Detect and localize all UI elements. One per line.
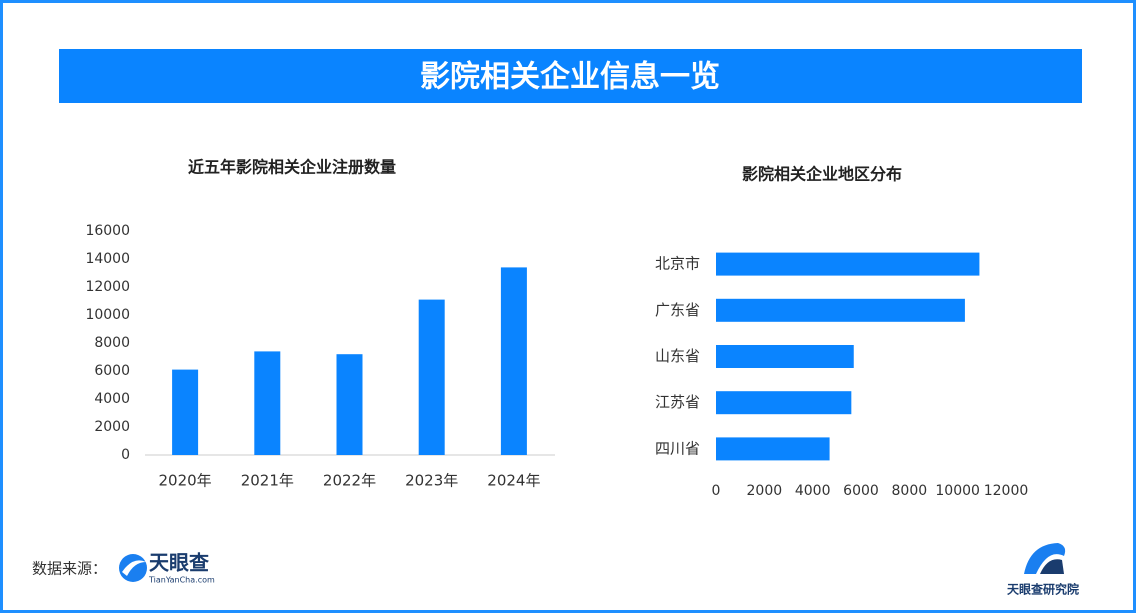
y-tick-label: 4000 xyxy=(94,391,130,407)
bar xyxy=(716,252,980,276)
chart-title: 影院相关企业地区分布 xyxy=(742,165,902,184)
source-label: 数据来源： xyxy=(32,560,107,578)
y-tick-label: 北京市 xyxy=(655,255,700,273)
x-tick-label: 2023年 xyxy=(405,472,458,490)
bar xyxy=(716,298,965,322)
x-tick-label: 10000 xyxy=(935,483,980,499)
bar xyxy=(716,437,830,461)
y-tick-label: 8000 xyxy=(94,335,130,351)
y-tick-label: 2000 xyxy=(94,419,130,435)
bar xyxy=(716,391,852,415)
x-tick-label: 4000 xyxy=(795,483,831,499)
page-title: 影院相关企业信息一览 xyxy=(420,60,720,95)
x-tick-label: 8000 xyxy=(892,483,928,499)
source-logo-icon xyxy=(119,554,147,582)
bar xyxy=(254,351,281,455)
bar xyxy=(172,369,199,455)
x-tick-label: 2024年 xyxy=(487,472,540,490)
brand-icon xyxy=(1024,543,1066,574)
y-tick-label: 12000 xyxy=(85,279,130,295)
y-tick-label: 10000 xyxy=(85,307,130,323)
bar xyxy=(500,267,527,455)
y-tick-label: 16000 xyxy=(85,223,130,239)
y-tick-label: 14000 xyxy=(85,251,130,267)
brand-icon-base xyxy=(1040,559,1064,574)
chart-title: 近五年影院相关企业注册数量 xyxy=(188,158,396,177)
y-tick-label: 6000 xyxy=(94,363,130,379)
x-tick-label: 0 xyxy=(712,483,721,499)
x-tick-label: 6000 xyxy=(843,483,879,499)
bar xyxy=(418,299,445,455)
y-tick-label: 0 xyxy=(121,447,130,463)
x-tick-label: 2021年 xyxy=(241,472,294,490)
y-tick-label: 山东省 xyxy=(655,347,700,365)
x-tick-label: 2022年 xyxy=(323,472,376,490)
source-url: TianYanCha.com xyxy=(148,576,215,585)
y-tick-label: 广东省 xyxy=(655,301,700,319)
y-tick-label: 江苏省 xyxy=(655,393,700,411)
source-logo-text: 天眼查 xyxy=(149,551,209,575)
header-banner xyxy=(59,49,1082,103)
brand-text: 天眼查研究院 xyxy=(1007,582,1079,597)
x-tick-label: 12000 xyxy=(984,483,1029,499)
bar xyxy=(716,345,854,368)
bar xyxy=(336,354,363,455)
x-tick-label: 2000 xyxy=(747,483,783,499)
y-tick-label: 四川省 xyxy=(655,439,700,457)
source-logo-mark xyxy=(122,560,146,576)
x-tick-label: 2020年 xyxy=(159,472,212,490)
